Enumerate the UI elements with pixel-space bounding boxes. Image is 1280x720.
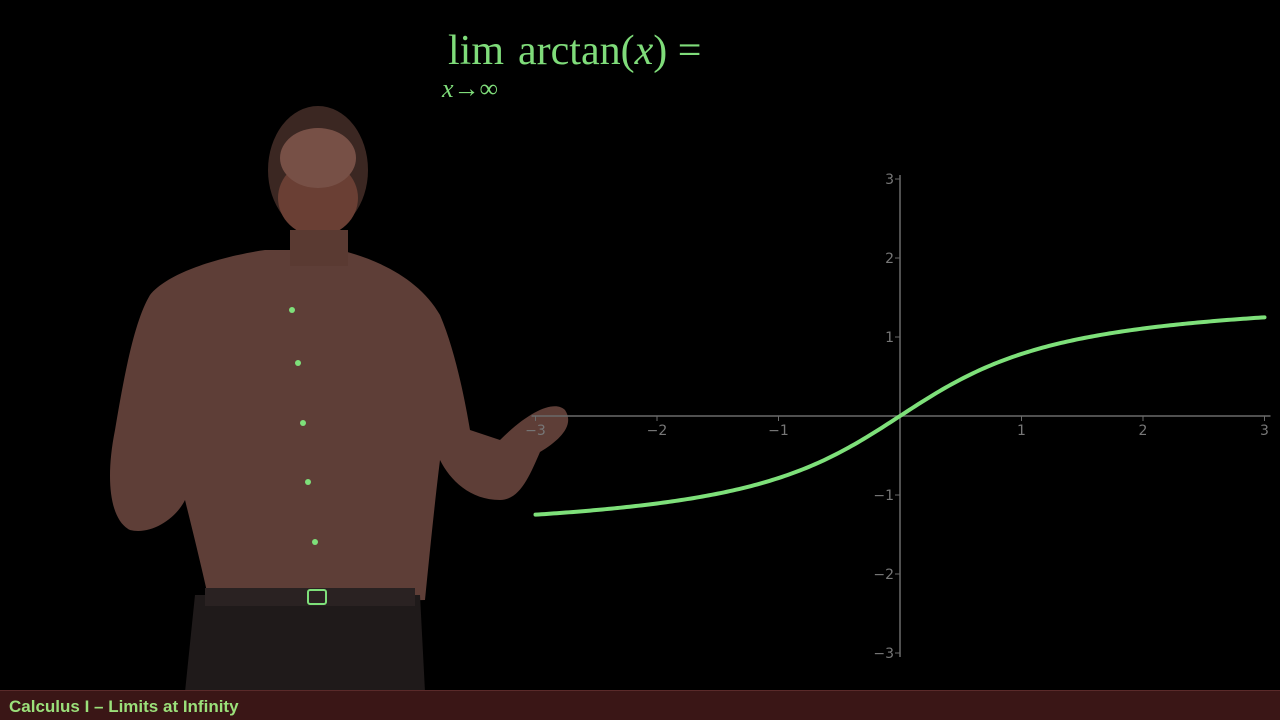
y-tick-label: 2: [885, 251, 894, 267]
limit-formula: lim x→∞ arctan(x) =: [442, 28, 701, 102]
y-tick-label: 1: [885, 330, 894, 346]
x-tick-label: 1: [1017, 423, 1026, 439]
lim-subscript-arrow: →∞: [453, 74, 499, 103]
lim-text: lim: [448, 28, 505, 74]
y-tick-label: −1: [873, 488, 894, 504]
graph-ticks: −3 −2 −1 1 2 3 3 2 1 −1 −2 −3: [525, 172, 1269, 662]
lecture-title: Calculus I – Limits at Infinity: [9, 697, 239, 716]
x-tick-label: 3: [1260, 423, 1269, 439]
lecture-footer-bar: Calculus I – Limits at Infinity: [0, 690, 1280, 720]
lim-subscript-variable: x: [442, 74, 454, 103]
x-tick-label: −3: [525, 423, 546, 439]
lim-block: lim x→∞: [442, 28, 505, 102]
y-tick-label: 3: [885, 172, 894, 188]
y-tick-label: −2: [873, 567, 894, 583]
expression-close: ) =: [653, 28, 702, 74]
x-tick-label: −1: [768, 423, 789, 439]
expression-function: arctan(: [518, 28, 635, 74]
presenter-figure: [110, 106, 569, 692]
y-tick-label: −3: [873, 646, 894, 662]
x-tick-label: −2: [647, 423, 668, 439]
x-tick-label: 2: [1139, 423, 1148, 439]
lim-subscript: x→∞: [442, 76, 498, 102]
limit-expression: arctan(x) =: [518, 30, 701, 72]
expression-argument: x: [634, 28, 654, 74]
arctan-curve: [533, 315, 1267, 517]
